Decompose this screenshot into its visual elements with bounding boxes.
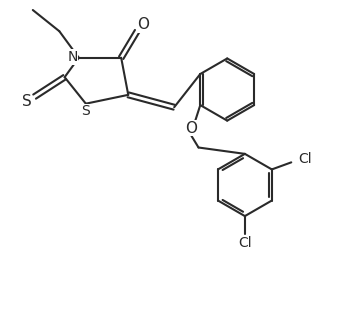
Text: O: O — [137, 17, 149, 32]
Text: Cl: Cl — [298, 152, 312, 166]
Text: N: N — [67, 50, 78, 64]
Text: S: S — [81, 104, 90, 119]
Text: O: O — [186, 121, 197, 135]
Text: Cl: Cl — [238, 236, 252, 249]
Text: S: S — [22, 94, 32, 110]
